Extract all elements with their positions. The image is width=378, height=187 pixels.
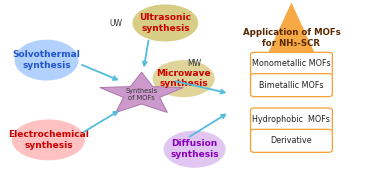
Text: Derivative: Derivative — [271, 136, 312, 145]
Text: Diffusion
synthesis: Diffusion synthesis — [170, 140, 219, 159]
Polygon shape — [251, 3, 332, 90]
FancyBboxPatch shape — [251, 74, 332, 97]
Text: Microwave
synthesis: Microwave synthesis — [156, 69, 211, 88]
FancyBboxPatch shape — [251, 52, 332, 75]
Polygon shape — [100, 72, 183, 112]
Text: Monometallic MOFs: Monometallic MOFs — [252, 59, 331, 68]
FancyBboxPatch shape — [251, 108, 332, 131]
Text: Synthesis
of MOFs: Synthesis of MOFs — [125, 88, 158, 101]
Ellipse shape — [153, 60, 215, 97]
FancyBboxPatch shape — [251, 129, 332, 152]
Text: Application of MOFs
for NH₃-SCR: Application of MOFs for NH₃-SCR — [243, 28, 340, 47]
Text: Bimetallic MOFs: Bimetallic MOFs — [259, 81, 324, 90]
Text: Solvothermal
synthesis: Solvothermal synthesis — [12, 50, 81, 70]
Ellipse shape — [132, 4, 198, 42]
Ellipse shape — [15, 40, 79, 81]
Text: UW: UW — [110, 19, 122, 28]
Text: MW: MW — [187, 59, 201, 68]
Text: Ultrasonic
synthesis: Ultrasonic synthesis — [139, 13, 191, 33]
Text: Electrochemical
synthesis: Electrochemical synthesis — [8, 130, 89, 150]
Text: Hydrophobic  MOFs: Hydrophobic MOFs — [253, 115, 330, 124]
Ellipse shape — [164, 131, 226, 168]
Ellipse shape — [12, 119, 85, 160]
